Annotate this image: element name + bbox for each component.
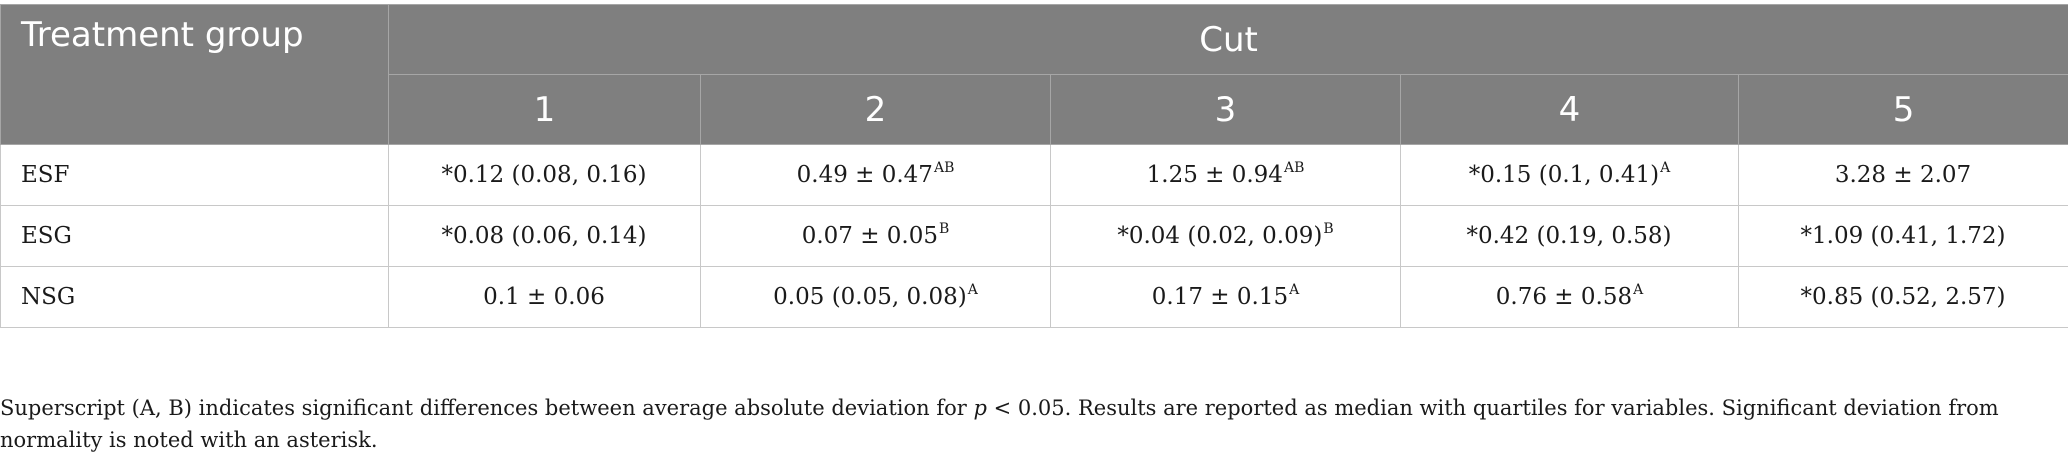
deviation-table: Treatment group Cut 1 2 3 4 5 ESF *0.12 … [0,4,2068,328]
cell-value: 0.49 ± 0.47 [796,162,933,188]
cut-3-header: 3 [1050,74,1401,145]
table-cell: *0.04 (0.02, 0.09)B [1050,205,1401,267]
cut-4-header: 4 [1400,74,1739,145]
table-cell: 0.07 ± 0.05B [700,205,1051,267]
cell-value: *1.09 (0.41, 1.72) [1800,223,2006,249]
table-row: ESF *0.12 (0.08, 0.16) 0.49 ± 0.47AB 1.2… [0,144,2068,206]
cell-value: 3.28 ± 2.07 [1834,162,1972,188]
cell-value: *0.85 (0.52, 2.57) [1800,284,2006,310]
table-cell: *0.85 (0.52, 2.57) [1737,266,2068,328]
table-cell: *0.42 (0.19, 0.58) [1400,205,1739,267]
table-body: ESF *0.12 (0.08, 0.16) 0.49 ± 0.47AB 1.2… [0,144,2068,328]
cell-superscript: A [1633,282,1644,298]
footnote-text-start: Superscript (A, B) indicates significant… [0,396,974,420]
cell-value: 0.76 ± 0.58 [1495,284,1633,310]
cell-value: 0.07 ± 0.05 [801,223,939,249]
table-cell: 0.17 ± 0.15A [1050,266,1401,328]
table-cell: *1.09 (0.41, 1.72) [1737,205,2068,267]
table-row: ESG *0.08 (0.06, 0.14) 0.07 ± 0.05B *0.0… [0,205,2068,267]
cut-5-header: 5 [1737,74,2068,145]
cell-superscript: AB [1283,160,1305,176]
treatment-group-header: Treatment group [0,4,389,145]
header-row-cuts: 1 2 3 4 5 [1,74,2068,145]
table-cell: 1.25 ± 0.94AB [1050,144,1401,206]
cell-value: *0.42 (0.19, 0.58) [1466,223,1672,249]
table-header: Treatment group Cut 1 2 3 4 5 [0,4,2068,145]
table-cell: 0.05 (0.05, 0.08)A [700,266,1051,328]
results-table-container: Treatment group Cut 1 2 3 4 5 ESF *0.12 … [0,4,2068,328]
header-row-top: Treatment group Cut [0,4,2068,145]
cell-value: *0.15 (0.1, 0.41) [1468,162,1660,188]
cell-value: *0.04 (0.02, 0.09) [1117,223,1323,249]
cell-superscript: A [1289,282,1300,298]
cut-1-header: 1 [388,74,701,145]
table-row: NSG 0.1 ± 0.06 0.05 (0.05, 0.08)A 0.17 ±… [0,266,2068,328]
table-cell: 3.28 ± 2.07 [1737,144,2068,206]
cell-value: 0.05 (0.05, 0.08) [773,284,967,310]
footnote-text-end: < 0.05. Results are reported as median w… [0,396,1999,452]
cell-value: *0.08 (0.06, 0.14) [441,223,647,249]
cell-superscript: B [1323,221,1334,237]
cut-2-header: 2 [700,74,1051,145]
table-cell: 0.49 ± 0.47AB [700,144,1051,206]
table-cell: *0.12 (0.08, 0.16) [388,144,701,206]
cell-value: 0.17 ± 0.15 [1151,284,1289,310]
cut-header: Cut [387,4,2068,75]
table-cell: 0.76 ± 0.58A [1400,266,1739,328]
table-cell: *0.08 (0.06, 0.14) [388,205,701,267]
cell-value: 0.1 ± 0.06 [483,284,605,310]
row-label-nsg: NSG [0,266,389,328]
row-label-esf: ESF [0,144,389,206]
table-footnote: Superscript (A, B) indicates significant… [0,392,2040,456]
footnote-p-symbol: p [973,396,987,420]
table-cell: 0.1 ± 0.06 [388,266,701,328]
cell-superscript: A [1660,160,1671,176]
cell-value: *0.12 (0.08, 0.16) [441,162,647,188]
row-label-esg: ESG [0,205,389,267]
cell-superscript: B [939,221,950,237]
cell-superscript: AB [933,160,955,176]
cell-superscript: A [967,282,978,298]
table-cell: *0.15 (0.1, 0.41)A [1400,144,1739,206]
cell-value: 1.25 ± 0.94 [1146,162,1283,188]
